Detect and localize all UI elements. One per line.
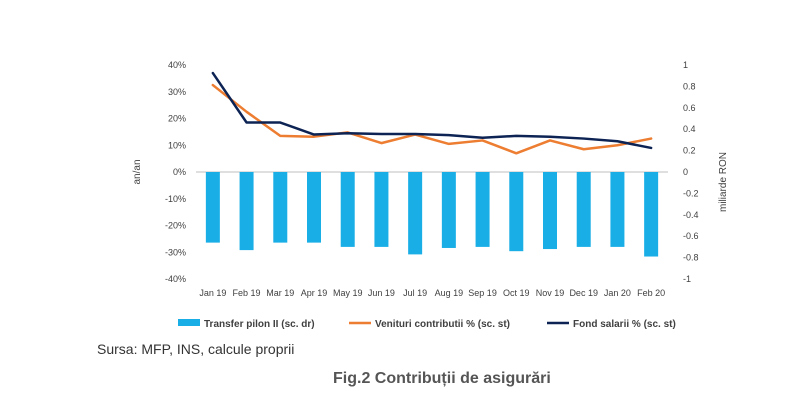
x-tick-label: Nov 19 <box>536 288 565 298</box>
x-tick-label: Jun 19 <box>368 288 395 298</box>
x-tick-label: May 19 <box>333 288 363 298</box>
legend-label: Venituri contributii % (sc. st) <box>375 319 510 330</box>
left-axis-title: an/an <box>132 159 143 184</box>
x-tick-label: Sep 19 <box>468 288 497 298</box>
bar <box>610 172 625 247</box>
right-tick-label: 0.2 <box>683 146 696 156</box>
bar <box>408 172 423 255</box>
source-note: Sursa: MFP, INS, calcule proprii <box>97 341 295 357</box>
right-tick-label: -0.6 <box>683 231 699 241</box>
left-tick-label: 30% <box>168 87 186 97</box>
right-tick-label: 0.6 <box>683 103 696 113</box>
left-tick-label: 10% <box>168 140 186 150</box>
right-tick-label: 0.4 <box>683 124 696 134</box>
x-tick-label: Aug 19 <box>435 288 464 298</box>
bar <box>644 172 659 257</box>
right-tick-label: -0.2 <box>683 188 699 198</box>
bar <box>441 172 456 248</box>
bar <box>509 172 524 252</box>
legend-bar-swatch <box>178 319 200 326</box>
contributions-line <box>211 83 653 155</box>
x-tick-label: Mar 19 <box>266 288 294 298</box>
bar <box>205 172 220 243</box>
left-tick-label: -30% <box>165 247 186 257</box>
right-axis-title: miliarde RON <box>718 152 729 212</box>
x-tick-label: Jul 19 <box>403 288 427 298</box>
right-tick-label: -0.4 <box>683 210 699 220</box>
x-tick-label: Oct 19 <box>503 288 530 298</box>
x-tick-label: Feb 19 <box>233 288 261 298</box>
right-tick-label: 1 <box>683 60 688 70</box>
right-tick-label: 0.8 <box>683 81 696 91</box>
bar <box>340 172 355 247</box>
wage-fund-line <box>211 71 653 150</box>
bar <box>475 172 490 247</box>
bar <box>307 172 321 243</box>
x-tick-label: Feb 20 <box>637 288 665 298</box>
x-axis-ticks: Jan 19 Feb 19 Mar 19 Apr 19 May 19 Jun 19 Jul … <box>199 288 665 298</box>
bar <box>576 172 591 247</box>
bar <box>543 172 557 250</box>
left-tick-label: -20% <box>165 221 186 231</box>
left-tick-label: -10% <box>165 194 186 204</box>
legend-label: Fond salarii % (sc. st) <box>573 319 676 330</box>
x-tick-label: Apr 19 <box>301 288 328 298</box>
x-tick-label: Jan 19 <box>199 288 226 298</box>
right-tick-label: -0.8 <box>683 253 699 263</box>
figure-caption: Fig.2 Contribuții de asigurări <box>333 370 551 387</box>
bar <box>273 172 288 243</box>
bar <box>374 172 389 247</box>
left-tick-label: -40% <box>165 274 186 284</box>
right-tick-label: 0 <box>683 167 688 177</box>
left-axis-ticks: 40% 30% 20% 10% 0% -10% -20% -30% -40% <box>165 60 186 284</box>
right-axis-ticks: 1 0.8 0.6 0.4 0.2 0 -0.2 -0.4 -0.6 -0.8 -1 <box>683 60 699 284</box>
legend-label: Transfer pilon II (sc. dr) <box>204 319 315 330</box>
bar <box>239 172 254 251</box>
left-tick-label: 0% <box>173 167 186 177</box>
bar-series <box>205 172 659 257</box>
left-tick-label: 40% <box>168 60 186 70</box>
legend: Transfer pilon II (sc. dr) Venituri contr… <box>178 319 676 330</box>
line-series <box>211 71 653 155</box>
x-tick-label: Dec 19 <box>569 288 598 298</box>
right-tick-label: -1 <box>683 274 691 284</box>
left-tick-label: 20% <box>168 114 186 124</box>
x-tick-label: Jan 20 <box>604 288 631 298</box>
